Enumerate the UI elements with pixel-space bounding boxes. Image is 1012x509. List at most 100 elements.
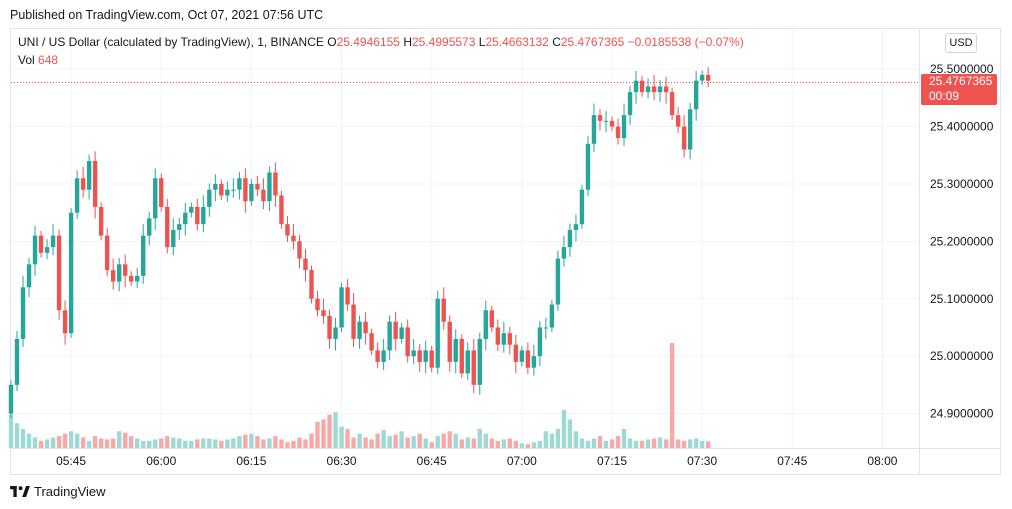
footer-brand[interactable]: TradingView (10, 484, 106, 499)
volume-bar (50, 437, 56, 448)
vol-value: 648 (38, 53, 59, 67)
volume-bar (110, 438, 116, 448)
volume-bar (213, 439, 218, 448)
x-tick-label: 06:45 (417, 454, 447, 468)
candle-body (74, 178, 80, 213)
volume-bar (627, 438, 633, 448)
volume-bar (261, 439, 266, 448)
bar-countdown: 00:09 (929, 89, 960, 103)
volume-bar (225, 439, 230, 448)
volume-bar (159, 438, 164, 448)
volume-bar (603, 440, 609, 448)
volume-bar (98, 438, 104, 448)
candle-body (261, 189, 266, 202)
volume-bar (699, 440, 705, 448)
high-value: 25.4995573 (412, 35, 476, 49)
volume-bar (339, 426, 344, 448)
candle-body (171, 229, 176, 248)
volume-bar (681, 440, 687, 448)
candle-body (693, 80, 699, 110)
candle-body (627, 92, 633, 116)
volume-bar (249, 433, 254, 448)
candle-body (207, 189, 212, 207)
volume-bar (555, 428, 561, 448)
volume-bar (657, 437, 663, 448)
volume-bar (321, 419, 326, 448)
y-tick-label: 24.9000000 (930, 407, 994, 421)
last-price-tag: 25.4767365 00:09 (921, 74, 997, 105)
candle-body (129, 275, 134, 282)
candle-body (351, 304, 356, 339)
candle-body (411, 350, 416, 357)
volume-bar (297, 437, 302, 448)
volume-bar (489, 438, 494, 448)
volume-bar (153, 439, 158, 448)
volume-bar (537, 440, 543, 448)
y-tick-label: 25.3000000 (930, 177, 994, 191)
candle-body (633, 80, 639, 93)
volume-bar (669, 343, 675, 448)
candle-body (687, 109, 693, 150)
candle-body (213, 183, 218, 190)
candle-body (405, 327, 410, 357)
volume-bar (309, 433, 314, 448)
candle-body (429, 350, 434, 368)
volume-bar (135, 438, 140, 448)
volume-bar (14, 423, 20, 448)
candle-body (327, 315, 332, 339)
volume-bar (116, 431, 122, 448)
candle-body (92, 161, 98, 207)
volume-bar (231, 438, 236, 448)
candle-body (369, 333, 374, 351)
volume-bar (507, 438, 513, 448)
candle-body (399, 327, 404, 339)
volume-bar (501, 439, 507, 448)
volume-bar (609, 439, 615, 448)
x-tick-label: 06:00 (146, 454, 176, 468)
candle-body (705, 74, 711, 81)
candle-body (183, 212, 188, 225)
candle-body (663, 86, 669, 93)
close-label: C (552, 35, 561, 49)
volume-bar (459, 439, 464, 448)
volume-bar (579, 438, 585, 448)
candle-body (387, 321, 392, 351)
volume-bar (44, 439, 50, 448)
candle-body (32, 235, 38, 265)
volume-bar (471, 438, 476, 448)
volume-bar (483, 433, 488, 448)
volume-bar (122, 432, 128, 448)
volume-bar (183, 440, 188, 448)
candle-body (669, 92, 675, 116)
candle-body (519, 350, 525, 362)
volume-bar (549, 433, 555, 448)
volume-bar (519, 443, 525, 448)
volume-bar (177, 438, 182, 448)
candle-body (489, 310, 494, 328)
candle-body (147, 218, 152, 236)
candle-body (495, 327, 501, 345)
volume-bar (80, 437, 86, 448)
candle-body (285, 224, 290, 236)
volume-bar (38, 440, 44, 448)
volume-bar (327, 414, 332, 448)
volume-bar (561, 409, 567, 448)
volume-bar (429, 442, 434, 448)
x-tick-label: 07:15 (597, 454, 627, 468)
candle-body (555, 258, 561, 305)
x-tick-label: 07:45 (777, 454, 807, 468)
currency-button[interactable]: USD (945, 33, 977, 53)
y-tick-label: 25.1000000 (930, 292, 994, 306)
candle-body (381, 350, 386, 362)
volume-bar (195, 439, 200, 448)
candle-body (561, 247, 567, 259)
candle-body (116, 264, 122, 282)
volume-bar (399, 431, 404, 448)
volume-bar (393, 434, 398, 448)
candle-body (98, 206, 104, 236)
candle-body (62, 310, 68, 334)
volume-bar (267, 438, 272, 448)
candle-body (297, 241, 302, 259)
candle-body (56, 235, 62, 311)
